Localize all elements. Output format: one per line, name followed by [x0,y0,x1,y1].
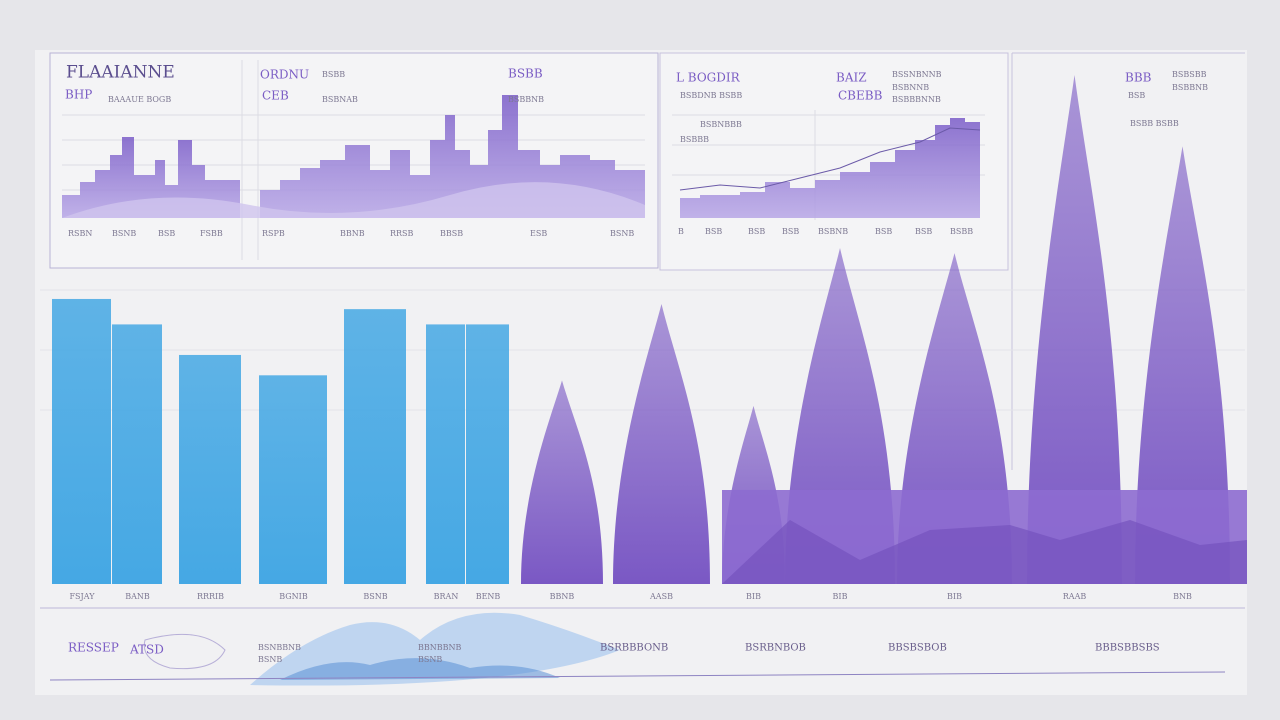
x-tick-label: BRAN [434,592,459,601]
footer-label: BSNBBNB [258,643,301,652]
bar [466,324,509,584]
axis-label: RSPB [262,229,285,238]
footer-label: BBBSBBSBS [1095,643,1160,654]
axis-label: ESB [530,229,547,238]
panel-note: BSBBB [680,135,709,144]
panel-3: BBB BSBSBB BSBBNB BSB BSBB BSBB [1011,52,1245,470]
axis-label: BBNB [340,229,365,238]
panel-2: L BOGDIR BAIZ BSSNBNNB BSBNNB CBEBB BSBB… [659,52,1009,271]
footer-label: BSNB [418,655,442,664]
panel-note: BSBNAB [322,95,358,104]
chart-band [40,490,1247,609]
panel-1: FLAAIANNE BHP BAAAUE BOGB ORDNU BSBB CEB… [49,52,659,269]
bar [112,324,162,584]
axis-label: BBSB [440,229,463,238]
panel-note: BSBDNB BSBB [680,91,742,100]
axis-label: RSBN [68,229,92,238]
footer-glyph [143,633,226,670]
peak [613,304,710,584]
x-tick-label: BENB [476,592,501,601]
panel-note: BSBBBNNB [892,95,941,104]
bar [426,324,465,584]
mini-bars [680,118,980,218]
x-tick-label: BIB [746,592,761,601]
mini-bars [62,137,240,218]
peak [1135,146,1230,584]
panel-note: BSBB [322,70,345,79]
panel-note: BSBNNB [892,83,929,92]
footer-label: RESSEP [68,641,119,655]
footer-label: BSRBBBONB [600,643,668,654]
axis-label: BSB [875,227,892,236]
panel-note: BSBBNB [1172,83,1208,92]
x-tick-label: BIB [833,592,848,601]
x-tick-label: RAAB [1063,592,1087,601]
axis-label: BSB [705,227,722,236]
x-tick-label: AASB [649,592,673,601]
panel-note: BAAAUE BOGB [108,95,171,104]
peak [521,380,603,584]
panel-title: L BOGDIR [676,71,741,85]
x-tick-label: BANB [125,592,150,601]
panel-note: BSBSBB [1172,70,1207,79]
bar [179,354,241,584]
panel-heading: BAIZ [836,71,867,85]
footer-label: BSNB [258,655,282,664]
bar [259,375,327,584]
x-tick-label: FSJAY [70,592,96,601]
x-tick-label: BGNIB [279,592,308,601]
x-tick-label: RRRIB [197,592,224,601]
x-tick-label: BBNB [550,592,575,601]
band-wave [722,520,1247,584]
panel-badge: CBEBB [838,89,883,103]
footer-label: BSRBNBOB [745,643,806,654]
panel-heading: BBB [1125,71,1152,85]
panel-labels: RSBN BSNB BSB FSBB RSPB BBNB RRSB BBSB E… [68,229,634,238]
panel-title: FLAAIANNE [66,63,175,83]
axis-label: BSBB [950,227,973,236]
footer-wave [280,658,560,680]
peak [1027,75,1122,584]
panel-subtitle: BHP [65,88,92,102]
bar [344,309,406,584]
axis-label: BSBNB [818,227,848,236]
footer-label: ATSD [129,643,164,657]
panel-note: BSBNBBB [700,120,742,129]
axis-label: BSB [158,229,175,238]
axis-label: BSNB [610,229,634,238]
axis-label: FSBB [200,229,223,238]
x-tick-label: BSNB [363,592,387,601]
bar [52,298,111,584]
panel-note: BSBBNB [508,95,544,104]
axis-label: BSB [915,227,932,236]
panel-note: BSB [1128,91,1145,100]
footer-strip: RESSEP ATSD BSNBBNB BSNB BBNBBNB BSNB BS… [49,612,1226,686]
panel-badge: CEB [262,89,289,103]
axis-label: B [678,227,684,236]
panel-note: BSBB BSBB [1130,119,1179,128]
x-tick-label: BIB [947,592,962,601]
panel-heading: BSBB [508,67,543,81]
axis-label: BSB [782,227,799,236]
mini-line [679,127,981,191]
panel-note: BSSNBNNB [892,70,942,79]
axis-label: BSNB [112,229,136,238]
axis-label: BSB [748,227,765,236]
footer-label: BBNBBNB [418,643,462,652]
x-tick-label: BNB [1173,592,1192,601]
axis-label: RRSB [390,229,414,238]
footer-line [49,671,1226,681]
panel-heading: ORDNU [260,68,309,82]
mini-area [62,182,645,218]
footer-label: BBSBSBOB [888,643,947,654]
